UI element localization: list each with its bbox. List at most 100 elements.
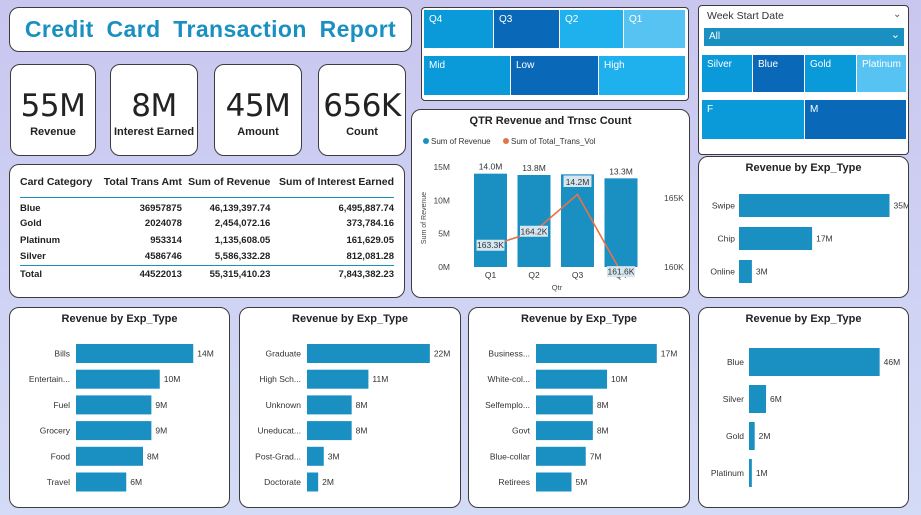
week-dropdown-value: All <box>709 31 721 42</box>
table-cell: Blue <box>20 202 41 214</box>
slicer-tile-blue[interactable]: Blue <box>753 55 804 92</box>
table-cell: 36957875 <box>139 202 182 214</box>
bar <box>536 446 586 466</box>
slicer-tile-platinum[interactable]: Platinum <box>857 55 906 92</box>
bar-category-label: Food <box>51 451 71 461</box>
report-title: Credit Card Transaction Report <box>24 16 397 42</box>
bar-value-label: 14.0M <box>479 162 503 172</box>
table-cell: 373,784.16 <box>346 217 394 229</box>
bar-category-label: Silver <box>723 394 744 404</box>
slicer-tile-high[interactable]: High <box>599 56 685 95</box>
chart-title: Revenue by Exp_Type <box>521 313 637 325</box>
col-header[interactable]: Sum of Interest Earned <box>279 176 394 188</box>
table-cell: 55,315,410.23 <box>181 265 271 283</box>
exp-type-chart: Swipe 35M Chip 17M Online 3M <box>710 194 909 283</box>
slicer-tile-q4[interactable]: Q4 <box>424 10 493 48</box>
bar-category-label: Platinum <box>711 468 744 478</box>
slicer-tile-q3[interactable]: Q3 <box>494 10 559 48</box>
x-axis-title: Qtr <box>552 283 563 292</box>
slicer-tile-q2[interactable]: Q2 <box>560 10 623 48</box>
table-cell: Platinum <box>20 234 61 246</box>
bar-category-label: Post-Grad... <box>255 451 301 461</box>
bar-value-label: 8M <box>147 451 159 461</box>
bar-category-label: Selfemplo... <box>485 400 530 410</box>
bar-category-label: Doctorate <box>264 477 301 487</box>
line-label-bg <box>607 266 635 278</box>
chart-title: Revenue by Exp_Type <box>292 313 408 325</box>
x-tick-label: Q3 <box>572 270 584 280</box>
bar-value-label: 10M <box>611 374 628 384</box>
slicer-tile-q1[interactable]: Q1 <box>624 10 685 48</box>
bar <box>307 446 324 466</box>
bar-value-label: 1M <box>756 468 768 478</box>
week-dropdown[interactable]: All ⌄ <box>704 28 904 46</box>
chevron-down-icon[interactable]: ⌄ <box>893 9 902 20</box>
kpi-label: Revenue <box>30 126 76 138</box>
bar-category-label: Uneducat... <box>258 426 301 436</box>
table-cell: 812,081.28 <box>346 251 394 263</box>
summary-table: Card Category Total Trans Amt Sum of Rev… <box>20 176 394 283</box>
bar-value-label: 14M <box>197 349 214 359</box>
revenue-bar <box>474 173 507 267</box>
line-value-label: 161.6K <box>608 267 635 277</box>
col-header[interactable]: Sum of Revenue <box>188 176 271 188</box>
bar <box>307 369 369 389</box>
revenue-bar <box>604 178 638 267</box>
slicer-tile-mid[interactable]: Mid <box>424 56 510 95</box>
category-chart-card: Revenue by Exp_Type Bills 14M Entertain...… <box>9 307 230 508</box>
bar-value-label: 22M <box>434 349 451 359</box>
col-header[interactable]: Total Trans Amt <box>103 176 182 188</box>
bar-category-label: Govt <box>512 426 531 436</box>
x-tick-label: Q2 <box>528 270 540 280</box>
exp-type-chart-card: Revenue by Exp_Type Swipe 35M Chip 17M Onlin… <box>698 156 909 298</box>
category-chart: Bills 14M Entertain... 10M Fuel 9M Grocery 9M Fo… <box>29 344 214 492</box>
table-cell: 46,139,397.74 <box>209 202 271 214</box>
slicer-tile-male[interactable]: M <box>805 100 906 139</box>
bar-value-label: 2M <box>759 431 771 441</box>
kpi-count: 656K Count <box>318 64 406 156</box>
table-cell: Total <box>20 265 98 283</box>
job-chart: Business... 17M White-col... 10M Selfemplo..… <box>485 344 678 492</box>
kpi-value: 45M <box>225 88 291 124</box>
table-row: Platinum 953314 1,135,608.05 161,629.05 <box>20 232 394 249</box>
y-tick-label: 15M <box>433 162 450 172</box>
bar-value-label: 17M <box>661 349 678 359</box>
bar-category-label: Online <box>710 267 735 277</box>
kpi-label: Interest Earned <box>113 126 195 138</box>
bar <box>536 344 657 363</box>
bar-value-label: 3M <box>328 451 340 461</box>
slicer-tile-low[interactable]: Low <box>511 56 598 95</box>
table-cell: Silver <box>20 251 46 263</box>
line-value-label: 163.3K <box>477 240 504 250</box>
bar-category-label: Fuel <box>53 400 70 410</box>
bar-category-label: Travel <box>47 477 70 487</box>
bar-value-label: 9M <box>155 400 167 410</box>
bar <box>76 395 152 415</box>
bar <box>76 344 194 363</box>
bar <box>536 369 608 389</box>
kpi-value: 656K <box>323 88 401 124</box>
bar-category-label: Swipe <box>712 201 735 211</box>
bar <box>307 395 352 415</box>
job-chart-card: Revenue by Exp_Type Business... 17M White-… <box>468 307 690 508</box>
legend-label: Sum of Revenue <box>431 137 491 146</box>
bar-category-label: Business... <box>488 349 530 359</box>
bar-value-label: 8M <box>597 426 609 436</box>
y-tick-label: 10M <box>433 195 450 205</box>
table-cell: 2024078 <box>144 217 182 229</box>
y2-tick-label: 160K <box>664 262 684 272</box>
kpi-value: 8M <box>131 88 177 124</box>
bar <box>749 422 755 450</box>
kpi-label: Count <box>346 126 378 138</box>
slicer-tile-silver[interactable]: Silver <box>702 55 752 92</box>
col-header[interactable]: Card Category <box>20 176 93 188</box>
bar-category-label: Blue <box>727 357 744 367</box>
x-tick-label: Q1 <box>485 270 497 280</box>
slicer-tile-gold[interactable]: Gold <box>805 55 856 92</box>
bar <box>76 472 127 492</box>
slicer-tile-female[interactable]: F <box>702 100 804 139</box>
bar <box>536 472 572 492</box>
bar-value-label: 2M <box>322 477 334 487</box>
table-cell: 953314 <box>150 234 182 246</box>
bar-value-label: 35M <box>894 201 909 211</box>
